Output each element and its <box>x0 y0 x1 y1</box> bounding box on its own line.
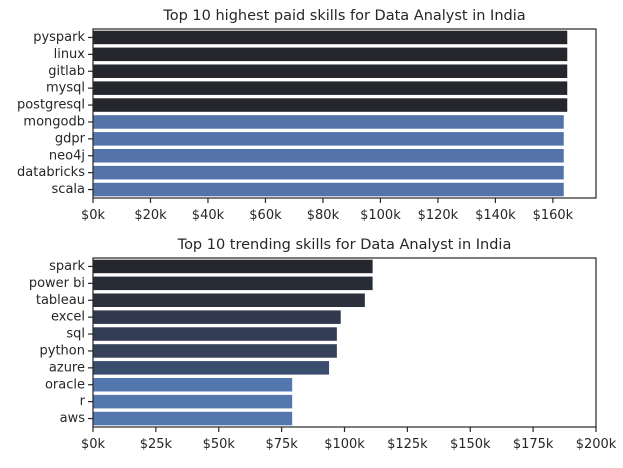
paid-y-tick-label: scala <box>52 182 85 197</box>
trending-skills-chart: Top 10 trending skills for Data Analyst … <box>29 237 617 452</box>
paid-x-tick-label: $160k <box>533 208 574 223</box>
trending-axes-frame <box>92 257 597 428</box>
trending-bar-power-bi <box>93 276 373 291</box>
paid-x-tick-label: $60k <box>249 208 282 223</box>
paid-bar-neo4j <box>93 148 564 163</box>
paid-skills-chart: Top 10 highest paid skills for Data Anal… <box>17 8 597 223</box>
trending-y-tick-label: tableau <box>36 293 85 308</box>
trending-y-tick-label: r <box>80 394 86 409</box>
trending-bar-sql <box>93 327 337 341</box>
paid-bar-mongodb <box>93 115 564 129</box>
paid-x-tick-label: $100k <box>360 208 401 223</box>
trending-x-tick-label: $50k <box>203 437 236 452</box>
trending-bar-spark <box>93 259 373 274</box>
paid-x-tick-label: $20k <box>134 208 167 223</box>
trending-bar-python <box>93 344 337 358</box>
trending-bar-aws <box>93 411 293 426</box>
trending-x-tick-label: $25k <box>140 437 173 452</box>
trending-x-tick-label: $75k <box>265 437 298 452</box>
trending-bar-oracle <box>93 377 293 392</box>
paid-bar-scala <box>93 182 564 197</box>
paid-bar-databricks <box>93 165 564 180</box>
trending-bar-r <box>93 394 293 409</box>
paid-bar-mysql <box>93 81 568 95</box>
paid-bar-postgresql <box>93 98 568 112</box>
paid-y-tick-label: gitlab <box>48 64 85 79</box>
paid-y-tick-label: databricks <box>17 165 85 180</box>
trending-x-tick-label: $200k <box>576 437 617 452</box>
trending-bar-azure <box>93 361 330 375</box>
trending-x-tick-label: $125k <box>387 437 428 452</box>
paid-y-tick-label: mysql <box>46 81 85 96</box>
trending-chart-title: Top 10 trending skills for Data Analyst … <box>177 237 512 253</box>
trending-x-tick-label: $175k <box>513 437 554 452</box>
trending-y-tick-label: python <box>40 343 85 358</box>
trending-y-tick-label: oracle <box>45 377 85 392</box>
trending-y-tick-label: aws <box>60 411 86 426</box>
paid-bar-gitlab <box>93 64 568 79</box>
trending-bar-excel <box>93 310 341 324</box>
trending-y-tick-label: excel <box>51 310 85 325</box>
paid-bar-pyspark <box>93 30 568 45</box>
paid-x-tick-label: $40k <box>192 208 225 223</box>
paid-y-tick-label: postgresql <box>17 98 85 113</box>
paid-y-tick-label: linux <box>54 47 86 62</box>
paid-bar-gdpr <box>93 132 564 146</box>
paid-x-tick-label: $120k <box>418 208 459 223</box>
paid-y-tick-label: neo4j <box>49 148 85 163</box>
paid-y-tick-label: pyspark <box>33 30 85 45</box>
paid-x-tick-label: $80k <box>307 208 340 223</box>
paid-x-tick-label: $0k <box>81 208 106 223</box>
paid-bar-linux <box>93 47 568 62</box>
trending-y-tick-label: spark <box>49 259 85 274</box>
paid-chart-title: Top 10 highest paid skills for Data Anal… <box>162 8 525 24</box>
trending-bar-tableau <box>93 293 365 308</box>
paid-y-tick-label: gdpr <box>55 131 86 146</box>
trending-y-tick-label: sql <box>66 327 85 342</box>
trending-y-tick-label: azure <box>49 360 85 375</box>
paid-axes-frame <box>92 28 597 199</box>
trending-x-tick-label: $150k <box>450 437 491 452</box>
trending-x-tick-label: $100k <box>324 437 365 452</box>
paid-y-tick-label: mongodb <box>23 114 85 129</box>
trending-x-tick-label: $0k <box>81 437 106 452</box>
paid-x-tick-label: $140k <box>475 208 516 223</box>
trending-y-tick-label: power bi <box>29 276 85 291</box>
